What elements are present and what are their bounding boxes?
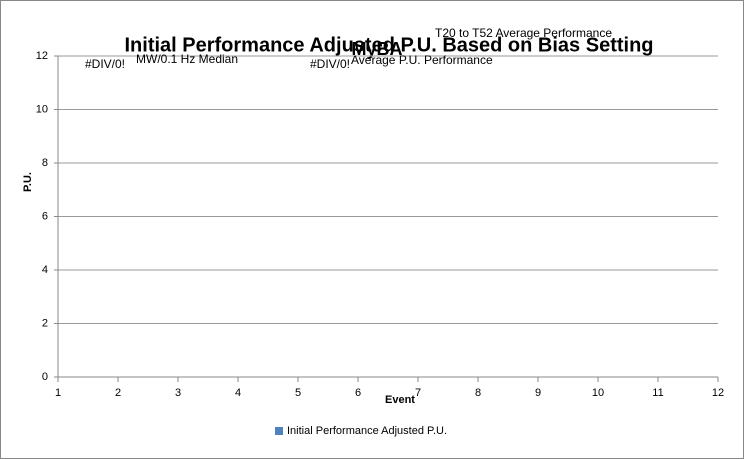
y-tick-label: 2 [42, 317, 48, 329]
annotation: T20 to T52 Average Performance [435, 26, 612, 40]
y-tick-label: 8 [42, 157, 48, 169]
annotation: MW/0.1 Hz Median [136, 52, 238, 66]
x-tick-label: 6 [355, 387, 361, 399]
y-tick-label: 4 [42, 264, 48, 276]
y-axis-label: P.U. [22, 172, 34, 192]
x-tick-label: 2 [115, 387, 121, 399]
chart-subtitle: MyBA [351, 39, 402, 59]
y-tick-label: 6 [42, 210, 48, 222]
x-tick-label: 7 [415, 387, 421, 399]
x-tick-label: 8 [475, 387, 481, 399]
x-tick-label: 3 [175, 387, 181, 399]
chart-title: Initial Performance Adjusted P.U. Based … [124, 34, 653, 56]
y-tick-label: 0 [42, 371, 48, 383]
legend-swatch [275, 427, 283, 435]
x-tick-label: 11 [652, 387, 663, 399]
x-tick-label: 12 [712, 387, 724, 399]
x-tick-label: 10 [592, 387, 604, 399]
annotation: #DIV/0! [310, 57, 350, 71]
legend-label: Initial Performance Adjusted P.U. [287, 425, 447, 437]
x-tick-label: 1 [55, 387, 61, 399]
y-tick-label: 12 [36, 50, 48, 62]
x-tick-label: 9 [535, 387, 541, 399]
y-tick-label: 10 [36, 103, 48, 115]
annotation: #DIV/0! [85, 57, 125, 71]
annotation: Average P.U. Performance [351, 53, 493, 67]
x-tick-label: 5 [295, 387, 301, 399]
x-tick-label: 4 [235, 387, 241, 399]
x-axis-label: Event [385, 394, 415, 406]
